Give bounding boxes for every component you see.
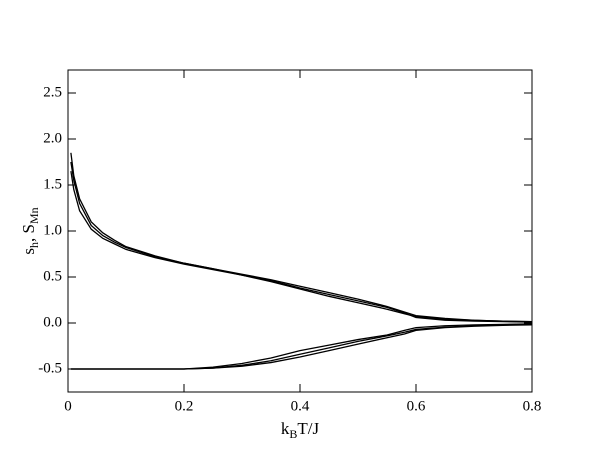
- y-tick-label: 0.5: [43, 268, 62, 284]
- series-line: [70, 323, 533, 370]
- x-tick-label: 0.4: [291, 398, 310, 414]
- x-axis-label-part: T/J: [297, 419, 319, 438]
- y-axis-label: sh, SMn: [19, 207, 41, 254]
- series-line: [70, 324, 533, 370]
- x-tick-label: 0.8: [523, 398, 542, 414]
- series-line: [70, 161, 533, 323]
- y-tick-label: 2.0: [43, 130, 62, 146]
- x-tick-label: 0.2: [175, 398, 194, 414]
- series-line: [70, 323, 533, 370]
- y-tick-label: 2.5: [43, 84, 62, 100]
- x-tick-label: 0.6: [407, 398, 426, 414]
- y-axis-label-part: h: [27, 242, 41, 248]
- y-tick-label: 1.5: [43, 176, 62, 192]
- x-axis-label-part: k: [281, 419, 290, 438]
- y-axis-label-part: Mn: [27, 207, 41, 224]
- y-axis-label-part: , S: [19, 224, 38, 242]
- y-tick-label: 1.0: [43, 222, 62, 238]
- x-tick-label: 0: [64, 398, 72, 414]
- x-axis-label-part: B: [289, 427, 297, 441]
- series-line: [70, 171, 533, 323]
- x-axis-label: kBT/J: [281, 419, 320, 441]
- y-tick-label: 0.0: [43, 314, 62, 330]
- y-tick-label: -0.5: [38, 360, 62, 376]
- plot-frame: [67, 69, 533, 393]
- series-line: [70, 152, 533, 323]
- y-axis-label-part: s: [19, 248, 38, 255]
